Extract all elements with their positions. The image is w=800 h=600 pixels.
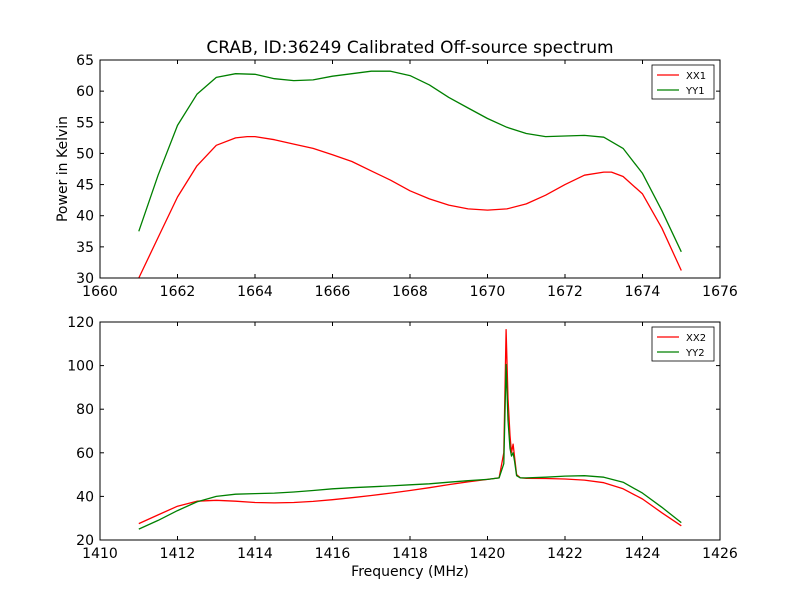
y-tick-label: 20 — [76, 533, 94, 549]
y-tick-label: 45 — [76, 178, 94, 194]
x-tick-label: 1668 — [392, 284, 428, 300]
legend-label-xx1: XX1 — [686, 71, 706, 82]
x-tick-label: 1422 — [547, 546, 583, 562]
legend-box — [651, 64, 715, 100]
chart-title: CRAB, ID:36249 Calibrated Off-source spe… — [206, 38, 613, 58]
y-tick-label: 60 — [76, 84, 94, 100]
x-tick-label: 1674 — [625, 284, 661, 300]
x-tick-label: 1410 — [82, 546, 118, 562]
x-tick-label: 1420 — [470, 546, 506, 562]
x-tick-label: 1412 — [160, 546, 196, 562]
x-tick-label: 1662 — [160, 284, 196, 300]
y-tick-label: 35 — [76, 240, 94, 256]
y-tick-label: 80 — [76, 402, 94, 418]
x-tick-label: 1426 — [702, 546, 738, 562]
legend-box — [651, 326, 715, 362]
x-tick-label: 1666 — [315, 284, 351, 300]
y-tick-label: 100 — [67, 359, 94, 375]
y-tick-label: 120 — [67, 315, 94, 331]
x-tick-label: 1676 — [702, 284, 738, 300]
series-line-xx1 — [138, 135, 682, 279]
x-tick-label: 1424 — [625, 546, 661, 562]
y-tick-label: 60 — [76, 446, 94, 462]
series-line-yy2 — [138, 363, 682, 530]
x-tick-label: 1660 — [82, 284, 118, 300]
x-axis-label: Frequency (MHz) — [351, 564, 469, 580]
bottom-spectrum-panel: 1410 1412 1414 1416 1418 1420 1422 1424 1426 20 40… — [67, 315, 738, 580]
y-tick-label: 40 — [76, 209, 94, 225]
legend-label-xx2: XX2 — [686, 333, 706, 344]
x-tick-label: 1414 — [237, 546, 273, 562]
x-tick-label: 1416 — [315, 546, 351, 562]
top-spectrum-panel: 1660 1662 1664 1666 1668 1670 1672 1674 1676 30 35… — [55, 53, 738, 300]
x-tick-label: 1672 — [547, 284, 583, 300]
plot-frame — [99, 59, 721, 279]
x-tick-label: 1664 — [237, 284, 273, 300]
y-tick-label: 30 — [76, 271, 94, 287]
y-tick-label: 55 — [76, 115, 94, 131]
legend-label-yy2: YY2 — [685, 348, 705, 359]
series-line-yy1 — [138, 70, 682, 253]
y-tick-label: 65 — [76, 53, 94, 69]
legend-label-yy1: YY1 — [685, 86, 705, 97]
y-tick-label: 50 — [76, 146, 94, 162]
x-tick-label: 1418 — [392, 546, 428, 562]
x-tick-label: 1670 — [470, 284, 506, 300]
plot-frame — [99, 321, 721, 541]
y-axis-label: Power in Kelvin — [55, 116, 71, 222]
y-tick-label: 40 — [76, 489, 94, 505]
